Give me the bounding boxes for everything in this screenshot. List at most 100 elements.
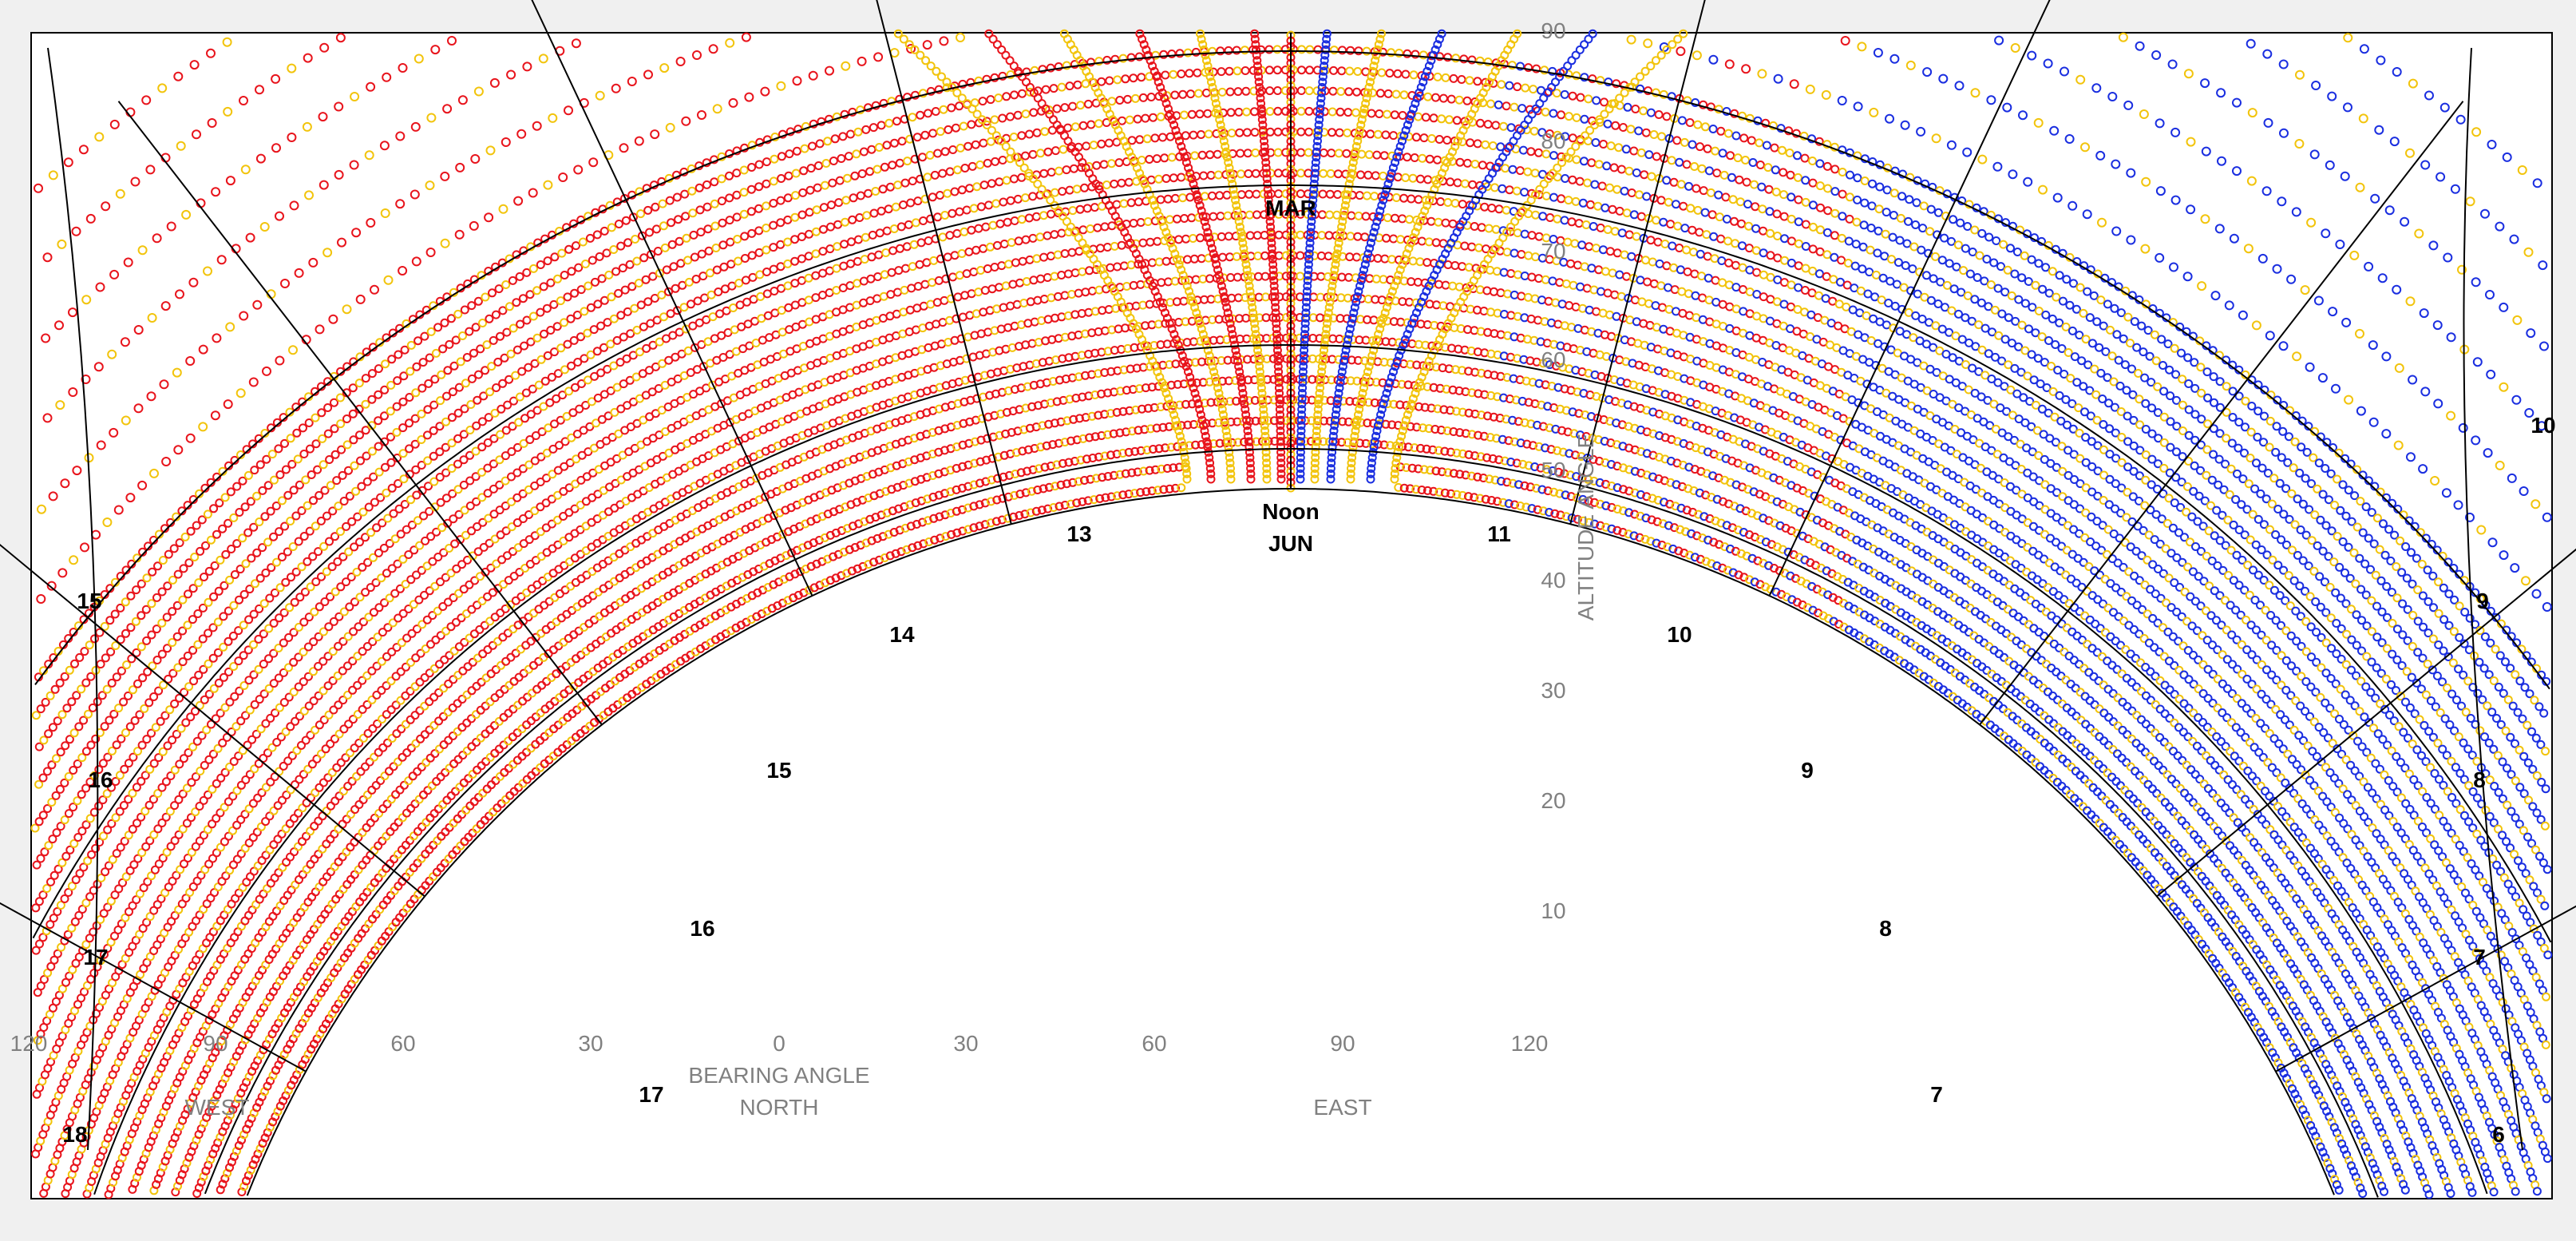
sun-point xyxy=(1115,470,1125,479)
sun-point xyxy=(1641,513,1651,523)
sun-point xyxy=(2086,724,2095,733)
sun-point xyxy=(1660,498,1668,507)
sun-point xyxy=(1386,441,1395,450)
sun-point xyxy=(982,455,991,465)
sun-point xyxy=(2217,863,2226,873)
sun-point xyxy=(1166,442,1176,452)
sun-point xyxy=(547,673,556,682)
sun-point xyxy=(1487,496,1496,505)
sun-point xyxy=(940,489,949,498)
sun-point xyxy=(1131,405,1141,414)
sun-point xyxy=(1422,444,1431,454)
sun-point xyxy=(1139,466,1149,476)
sun-point xyxy=(1486,433,1495,442)
sun-point xyxy=(1543,486,1553,496)
sun-point xyxy=(1577,452,1586,462)
sun-point xyxy=(1103,472,1113,481)
sun-point xyxy=(1055,502,1064,511)
sun-point xyxy=(2067,763,2076,771)
sun-point xyxy=(2068,735,2076,744)
sun-point xyxy=(1558,447,1568,457)
sun-point xyxy=(2162,862,2171,871)
sun-point xyxy=(1058,458,1067,468)
sun-point xyxy=(1403,442,1413,452)
sun-point xyxy=(522,747,531,757)
sun-point xyxy=(421,758,431,767)
sun-point xyxy=(1464,450,1474,459)
sun-point xyxy=(1485,474,1494,484)
sun-point xyxy=(1269,416,1279,426)
sun-point xyxy=(1561,490,1570,500)
sun-point xyxy=(2024,672,2033,681)
sun-point xyxy=(1492,434,1502,443)
sun-point xyxy=(1177,483,1186,493)
sun-point xyxy=(2194,835,2203,844)
sun-point xyxy=(1187,399,1197,409)
sun-point xyxy=(1232,396,1241,406)
sun-point xyxy=(402,808,411,818)
sun-point xyxy=(457,723,467,732)
sun-point xyxy=(1010,490,1019,500)
sun-point xyxy=(1498,498,1508,507)
sun-point xyxy=(1712,561,1722,570)
sun-point xyxy=(1454,282,1464,291)
sun-point xyxy=(1495,414,1505,422)
sun-point xyxy=(1676,525,1685,534)
sun-point xyxy=(2103,740,2113,750)
sun-point xyxy=(453,755,463,764)
sun-point xyxy=(1175,400,1185,410)
sun-point xyxy=(1097,431,1106,440)
sun-point xyxy=(467,714,476,724)
sun-point xyxy=(1607,524,1616,533)
sun-point xyxy=(2232,883,2242,893)
sun-point xyxy=(2044,715,2054,724)
sun-point xyxy=(1516,502,1525,510)
sun-point xyxy=(1449,469,1458,478)
sun-point xyxy=(423,786,433,795)
sun-point xyxy=(1052,460,1062,470)
sun-point xyxy=(417,763,426,771)
sun-point xyxy=(1523,292,1533,302)
sun-point xyxy=(1612,483,1622,493)
sun-point xyxy=(489,807,498,817)
sun-point xyxy=(480,815,489,825)
sun-point xyxy=(1253,272,1263,281)
sun-point xyxy=(1140,425,1150,434)
sun-point xyxy=(419,790,428,799)
sun-point xyxy=(1157,278,1166,287)
sun-point xyxy=(2167,775,2176,784)
sun-point xyxy=(889,528,899,537)
sun-point xyxy=(490,693,500,703)
sun-point xyxy=(374,809,384,818)
sun-point xyxy=(2186,826,2194,835)
sun-point xyxy=(1047,462,1055,470)
sun-point xyxy=(1103,430,1113,439)
sun-point xyxy=(497,799,506,808)
sun-point xyxy=(500,767,509,777)
sun-point xyxy=(1078,434,1088,443)
sun-point xyxy=(427,781,437,791)
sun-point xyxy=(1538,506,1548,516)
sun-point xyxy=(1153,486,1162,495)
sun-point xyxy=(2044,687,2052,696)
sun-point xyxy=(1344,417,1353,426)
sun-point xyxy=(2090,755,2099,765)
sun-point xyxy=(1635,533,1644,542)
sun-point xyxy=(952,485,961,494)
sun-point xyxy=(2147,784,2157,794)
sun-point xyxy=(2136,743,2146,752)
sun-point xyxy=(2201,812,2210,821)
sun-point xyxy=(1040,462,1050,472)
sun-point xyxy=(531,712,540,722)
sun-point xyxy=(504,708,513,718)
sun-point xyxy=(986,518,995,528)
sun-point xyxy=(2145,811,2155,821)
sun-point xyxy=(2047,664,2056,672)
sun-point xyxy=(923,494,932,504)
sun-point xyxy=(1424,424,1434,434)
sun-point xyxy=(462,746,472,755)
sun-point xyxy=(425,753,435,763)
sun-point xyxy=(1630,488,1640,498)
sun-point xyxy=(378,804,388,814)
sun-point xyxy=(981,477,991,486)
